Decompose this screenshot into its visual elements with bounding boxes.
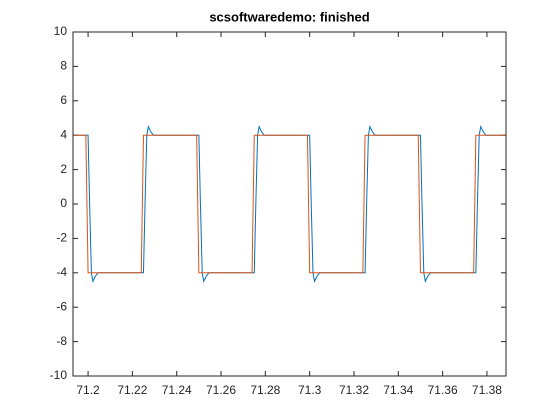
axes-box (72, 31, 507, 377)
y-tick-label: -2 (56, 231, 67, 245)
x-tick-label: 71.24 (162, 383, 192, 397)
y-tick-label: -4 (56, 265, 67, 279)
x-tick-label: 71.28 (250, 383, 280, 397)
x-tick-label: 71.26 (206, 383, 236, 397)
y-tick-label: 2 (60, 162, 67, 176)
y-tick-label: -6 (56, 299, 67, 313)
y-tick-label: -10 (50, 368, 68, 382)
x-tick-label: 71.3 (298, 383, 322, 397)
chart-title: scsoftwaredemo: finished (209, 9, 369, 24)
x-tick-label: 71.34 (383, 383, 413, 397)
y-tick-label: 0 (60, 196, 67, 210)
y-tick-label: 8 (60, 59, 67, 73)
data-line (73, 134, 506, 274)
x-tick-label: 71.36 (428, 383, 458, 397)
x-tick-label: 71.32 (339, 383, 369, 397)
x-tick-label: 71.38 (472, 383, 502, 397)
y-tick-label: -8 (56, 334, 67, 348)
x-tick-label: 71.2 (76, 383, 100, 397)
y-tick-label: 10 (54, 24, 68, 38)
y-tick-label: 6 (60, 93, 67, 107)
plot-area (73, 32, 506, 376)
y-tick-label: 4 (60, 127, 67, 141)
x-tick-label: 71.22 (117, 383, 147, 397)
